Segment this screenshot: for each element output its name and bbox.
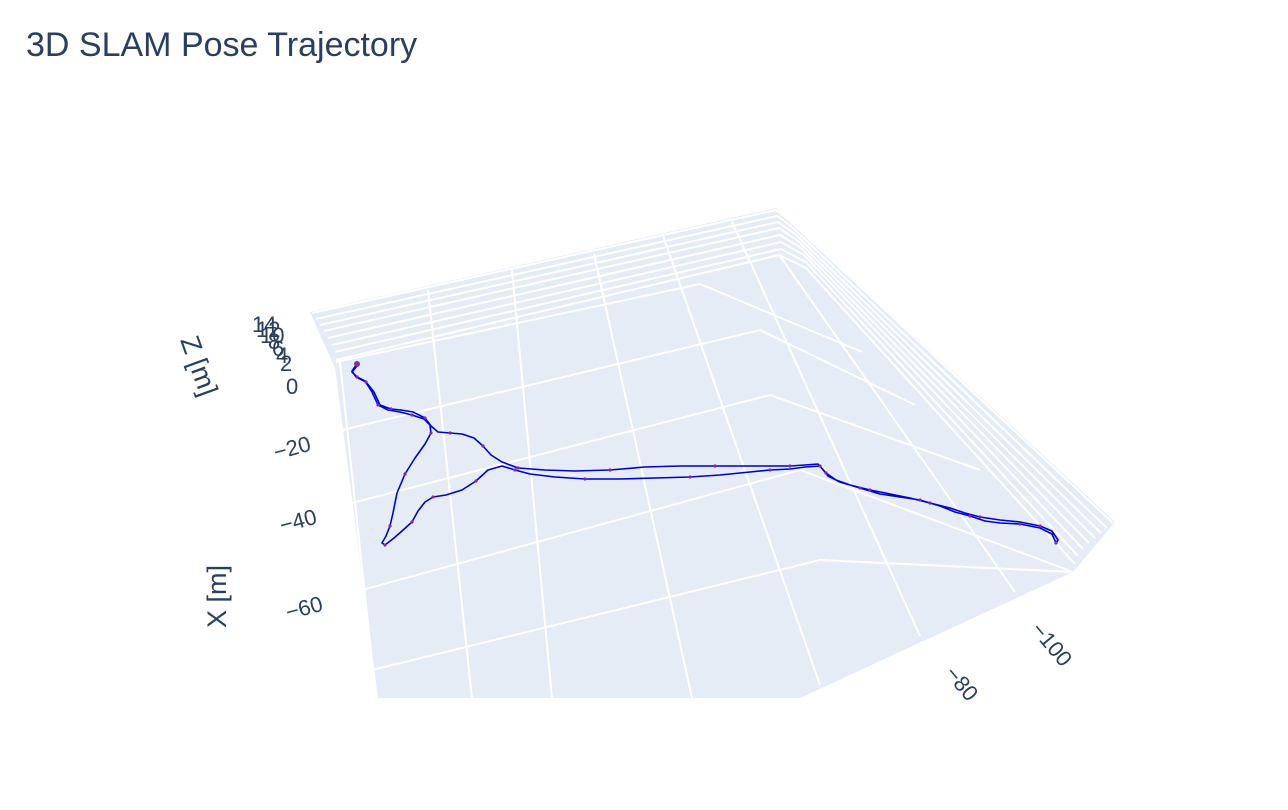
pose-marker xyxy=(1018,522,1022,526)
pose-marker xyxy=(431,495,435,499)
z-tick-0: 0 xyxy=(286,374,298,399)
x-tick-minus20: −20 xyxy=(271,431,314,465)
pose-marker xyxy=(858,486,862,490)
pose-marker xyxy=(818,464,822,468)
pose-marker xyxy=(968,514,972,518)
pose-marker xyxy=(448,431,452,435)
pose-marker xyxy=(389,407,393,411)
pose-marker xyxy=(768,468,772,472)
pose-marker xyxy=(516,466,520,470)
pose-marker xyxy=(608,468,612,472)
pose-marker xyxy=(1038,524,1042,528)
pose-marker xyxy=(423,416,427,420)
z-tick-6: 6 xyxy=(272,336,284,361)
pose-marker xyxy=(355,375,359,379)
pose-marker xyxy=(383,543,387,547)
pose-marker xyxy=(474,479,478,483)
pose-marker xyxy=(868,488,872,492)
chart-title: 3D SLAM Pose Trajectory xyxy=(26,26,418,64)
pose-marker xyxy=(513,468,517,472)
pose-marker xyxy=(978,515,982,519)
pose-marker xyxy=(713,464,717,468)
pose-marker xyxy=(824,471,828,475)
pose-marker xyxy=(410,413,414,417)
trajectory-line[interactable] xyxy=(351,363,1059,546)
z-tick-4: 4 xyxy=(276,343,288,368)
back-wall xyxy=(310,208,1115,698)
z-tick-8: 8 xyxy=(268,329,280,354)
pose-marker xyxy=(1054,541,1058,545)
pose-marker xyxy=(481,444,485,448)
z-tick-14: 14 xyxy=(252,312,276,337)
z-tick-2: 2 xyxy=(280,351,292,376)
z-axis-ticks: 14 12 10 8 6 4 2 0 xyxy=(252,312,298,399)
trajectory-series[interactable] xyxy=(351,363,1059,546)
z-gridlines xyxy=(311,208,1114,565)
z-tick-10: 10 xyxy=(260,323,284,348)
z-axis-title: Z [m] xyxy=(174,332,223,400)
pose-marker xyxy=(688,475,692,479)
x-tick-minus60: −60 xyxy=(283,591,326,625)
pose-marker xyxy=(918,498,922,502)
pose-marker xyxy=(410,520,414,524)
pose-marker xyxy=(403,472,407,476)
trajectory-markers xyxy=(354,361,1058,547)
pose-marker xyxy=(583,477,587,481)
y-axis-ticks: −100 −80 xyxy=(940,617,1077,706)
x-axis-ticks: −20 −40 −60 xyxy=(271,431,326,625)
x-axis-title: X [m] xyxy=(202,565,232,628)
pose-marker xyxy=(788,464,792,468)
pose-marker xyxy=(429,431,433,435)
y-tick-minus100: −100 xyxy=(1026,617,1077,671)
x-tick-minus40: −40 xyxy=(277,504,320,538)
z-tick-12: 12 xyxy=(256,317,280,342)
pose-marker xyxy=(364,380,368,384)
y-tick-minus80: −80 xyxy=(940,661,983,706)
pose-marker xyxy=(376,403,380,407)
start-marker xyxy=(354,361,360,367)
pose-marker xyxy=(388,524,392,528)
pose-marker xyxy=(928,501,932,505)
